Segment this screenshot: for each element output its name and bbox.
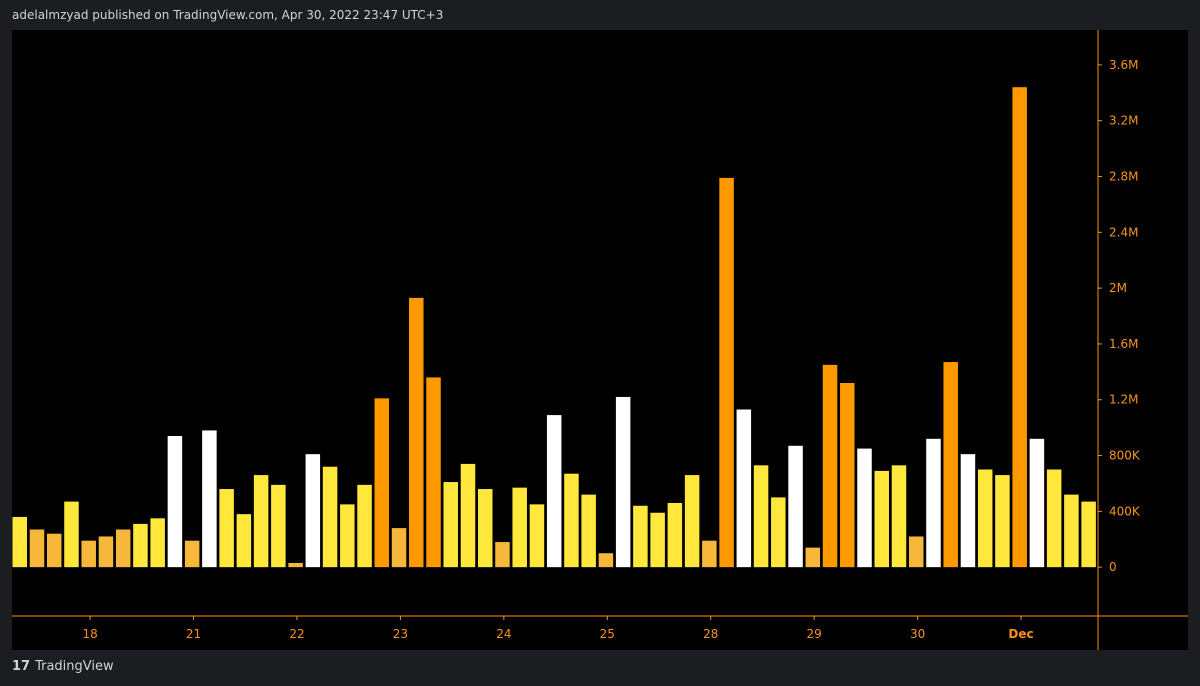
volume-bar [581, 494, 596, 568]
volume-bar [977, 469, 993, 568]
x-tick-label: 25 [600, 627, 615, 641]
x-tick-label: 18 [82, 627, 97, 641]
volume-bar [184, 540, 200, 568]
volume-bar [702, 540, 717, 568]
volume-bar [960, 454, 976, 568]
volume-bar [202, 430, 217, 568]
volume-bar [340, 504, 355, 568]
brand-label: TradingView [35, 659, 114, 674]
volume-bar [253, 475, 269, 568]
y-tick-label: 1.6M [1109, 337, 1138, 351]
y-tick-label: 3.2M [1109, 114, 1138, 128]
volume-bar [512, 487, 527, 568]
volume-bar [409, 297, 424, 568]
volume-bar [788, 445, 803, 568]
volume-bar [460, 463, 476, 568]
volume-bar [495, 542, 510, 568]
volume-bar [46, 533, 62, 568]
x-tick-label: 29 [807, 627, 822, 641]
volume-bar [443, 482, 458, 568]
volume-bar [426, 377, 441, 568]
x-tick-label: 22 [289, 627, 304, 641]
volume-bar [753, 465, 769, 568]
volume-bar [271, 484, 286, 568]
x-tick-label: 24 [496, 627, 511, 641]
volume-bar [719, 177, 734, 568]
volume-bar [1081, 501, 1096, 568]
tradingview-logo-icon: 17 [12, 659, 31, 674]
volume-bar [1012, 87, 1027, 568]
x-tick-label: Dec [1008, 627, 1033, 641]
volume-bar [391, 528, 407, 568]
volume-bar [529, 504, 545, 568]
volume-bar [322, 466, 338, 568]
volume-bar [598, 553, 614, 568]
bars-layer [12, 87, 1096, 568]
volume-bar [81, 540, 96, 568]
y-tick-label: 0 [1109, 560, 1117, 574]
volume-bar [1046, 469, 1062, 568]
volume-bar [995, 475, 1010, 568]
volume-bar [1029, 438, 1045, 568]
volume-bar [219, 489, 234, 568]
volume-bar [12, 516, 27, 568]
x-tick-label: 30 [910, 627, 925, 641]
y-axis-ticks[interactable]: 0 400K 800K 1.2M 1.6M 2M 2.4M 2.8M 3.2M 3.6M [1098, 58, 1141, 574]
volume-bar [564, 473, 579, 568]
y-tick-label: 800K [1109, 449, 1141, 463]
volume-bar [305, 454, 321, 568]
volume-bar [288, 562, 303, 568]
volume-bar [633, 505, 648, 568]
x-tick-label: 21 [186, 627, 201, 641]
volume-bar [908, 536, 924, 568]
volume-bar [891, 465, 907, 568]
volume-bar [1064, 494, 1079, 568]
volume-bar [926, 438, 941, 568]
publish-info: adelalmzyad published on TradingView.com… [12, 8, 444, 22]
volume-bar [736, 409, 752, 568]
volume-bar [771, 497, 786, 568]
axis-layer [12, 30, 1188, 650]
volume-bar [684, 475, 700, 568]
x-tick-label: 23 [393, 627, 408, 641]
volume-bar [477, 489, 493, 568]
volume-bar [840, 383, 855, 568]
y-tick-label: 3.6M [1109, 58, 1138, 72]
volume-bar [874, 470, 889, 568]
volume-bar [943, 362, 958, 568]
volume-bar [667, 502, 683, 568]
x-axis-ticks[interactable]: 18 21 22 23 24 25 28 29 30 Dec [82, 616, 1034, 641]
chart-svg: 0 400K 800K 1.2M 1.6M 2M 2.4M 2.8M 3.2M 3.6M 18 21… [12, 30, 1188, 650]
volume-bar [115, 529, 131, 568]
y-tick-label: 2.4M [1109, 225, 1138, 239]
y-tick-label: 1.2M [1109, 393, 1138, 407]
volume-bar [857, 448, 872, 568]
y-tick-label: 400K [1109, 504, 1141, 518]
footer-brand[interactable]: 17 TradingView [12, 659, 114, 674]
volume-bar [167, 436, 183, 568]
volume-bar [805, 547, 821, 568]
volume-bar [615, 396, 631, 568]
volume-bar [357, 484, 372, 568]
volume-bar [546, 415, 562, 568]
y-tick-label: 2M [1109, 281, 1127, 295]
volume-bar [133, 523, 148, 568]
volume-bar [236, 514, 252, 568]
volume-bar [98, 536, 114, 568]
volume-bar [650, 512, 665, 568]
volume-bar [150, 518, 165, 568]
y-tick-label: 2.8M [1109, 170, 1138, 184]
volume-bar [64, 501, 79, 568]
volume-bar [29, 529, 45, 568]
volume-bar [374, 398, 390, 568]
volume-bar [822, 364, 838, 568]
volume-chart: 0 400K 800K 1.2M 1.6M 2M 2.4M 2.8M 3.2M 3.6M 18 21… [12, 30, 1188, 650]
x-tick-label: 28 [703, 627, 718, 641]
